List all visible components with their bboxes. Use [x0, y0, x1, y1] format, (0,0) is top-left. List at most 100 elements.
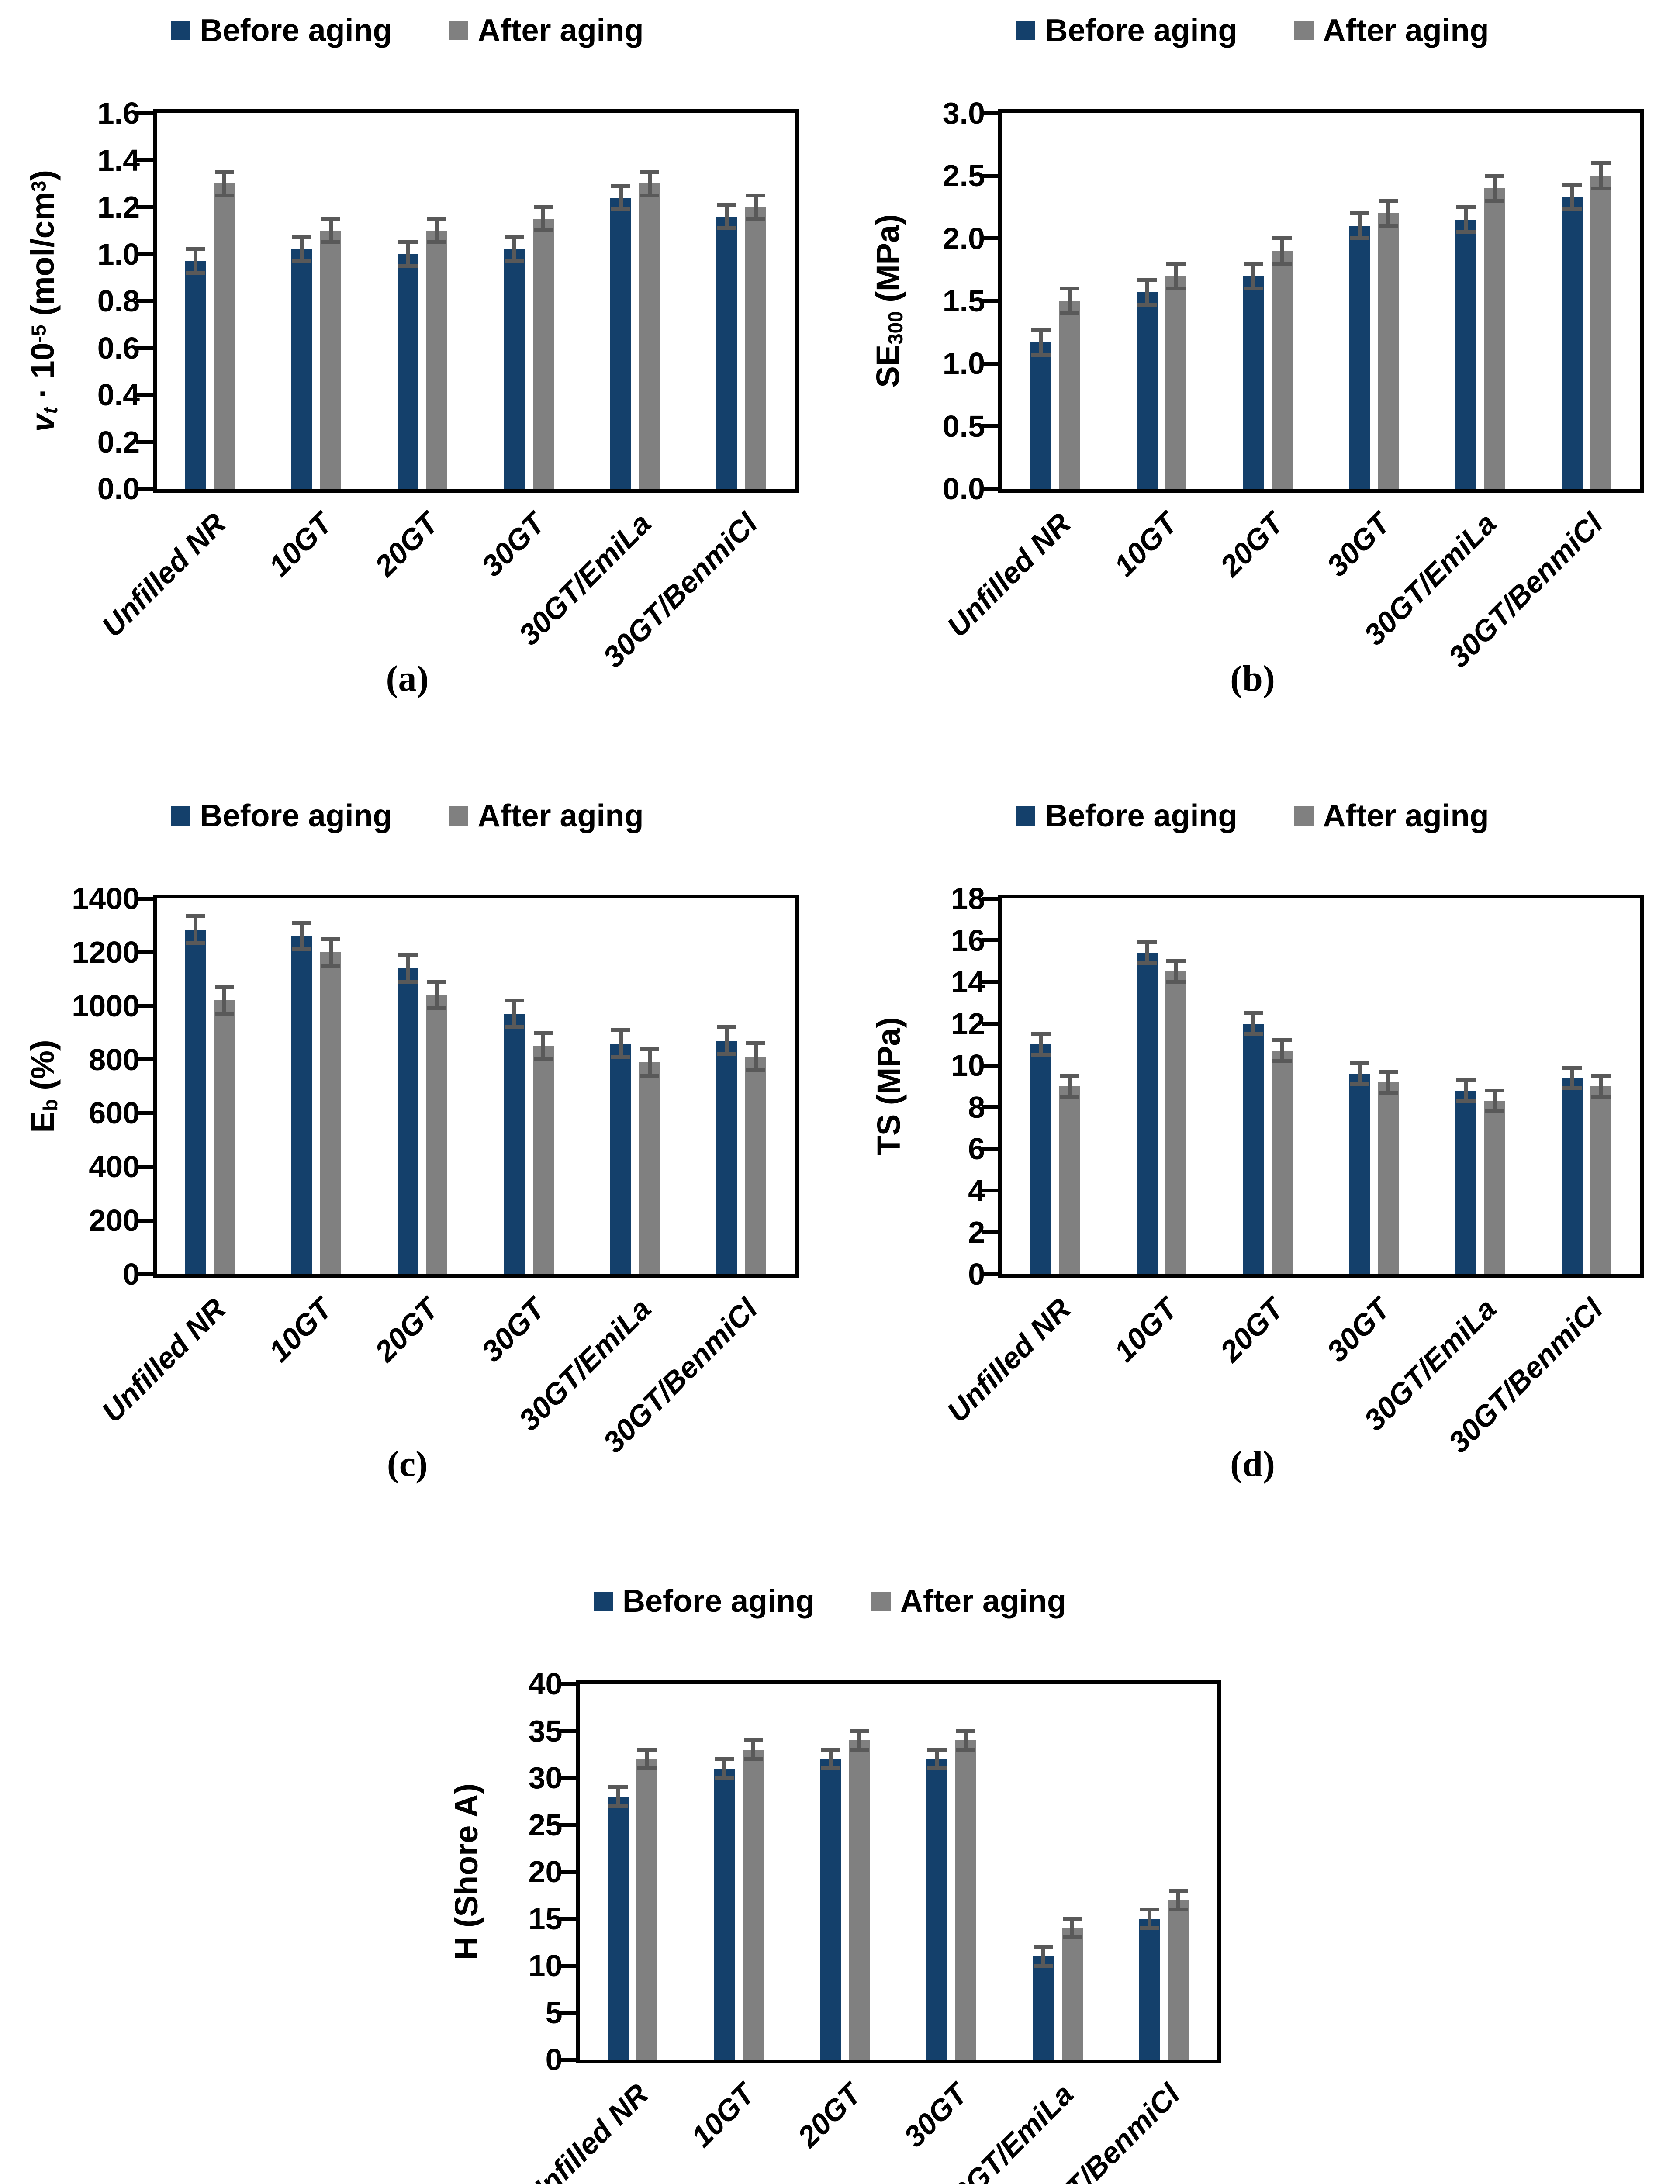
legend-swatch-before-aging-icon — [1016, 806, 1036, 826]
error-bar-cap — [746, 1068, 766, 1072]
error-bar-cap — [321, 964, 340, 968]
y-tick — [136, 896, 153, 901]
error-bar-cap — [398, 263, 418, 268]
bar-before-aging — [185, 261, 206, 489]
y-axis-title: H (Shore A) — [448, 1783, 484, 1960]
error-bar-cap — [186, 247, 205, 252]
error-bar-cap — [640, 193, 659, 197]
error-bar — [1358, 1063, 1362, 1085]
bar-after-aging — [745, 1057, 767, 1274]
x-category-label: Unfilled NR — [95, 507, 232, 644]
error-bar — [1251, 263, 1255, 289]
y-axis-title: SE300 (MPa) — [869, 214, 907, 388]
error-bar-cap — [1456, 230, 1476, 234]
error-bar-cap — [1272, 236, 1292, 241]
error-bar — [1358, 213, 1362, 238]
error-bar-cap — [1272, 261, 1292, 266]
chart-caption: (c) — [15, 1440, 799, 1488]
y-tick — [136, 393, 153, 397]
error-bar — [1041, 1947, 1045, 1966]
plot-row: vt · 10-5 (mol/cm3) 0.0 0.2 0.4 0.6 0.8 1.0 1.… — [15, 98, 799, 504]
legend-label-after-aging: After aging — [900, 1584, 1067, 1619]
error-bar — [619, 186, 623, 210]
caption-text: (d) — [1230, 1443, 1275, 1484]
legend-swatch-after-aging-icon — [1294, 21, 1314, 40]
error-bar-cap — [850, 1748, 869, 1752]
bar-after-aging — [1590, 176, 1612, 489]
y-tick-label: 10 — [528, 1949, 563, 1983]
error-bar — [328, 218, 333, 242]
error-bar-cap — [956, 1748, 976, 1752]
x-axis-labels: Unfilled NR 10GT 20GT 30GT 30GT/EmiLa 30GT/Be… — [941, 493, 1640, 674]
error-bar-cap — [427, 240, 447, 245]
bar-before-aging — [1349, 1074, 1370, 1274]
error-bar-cap — [1350, 236, 1369, 241]
y-tick-label: 20 — [528, 1855, 563, 1889]
y-axis-title: Eb (%) — [24, 1040, 62, 1133]
error-bar-cap — [1137, 961, 1157, 965]
error-bar-cap — [1272, 1059, 1292, 1064]
x-category-label: Unfilled NR — [940, 507, 1078, 644]
error-bar-cap — [1168, 1888, 1188, 1893]
error-bar-cap — [743, 1738, 763, 1742]
error-bar-cap — [1379, 1090, 1398, 1095]
y-tick-label: 40 — [528, 1667, 563, 1701]
legend-item-after-aging: After aging — [1294, 800, 1489, 832]
error-bar-cap — [1166, 980, 1186, 984]
y-tick — [982, 1272, 998, 1276]
error-bar-cap — [1272, 1038, 1292, 1043]
y-tick — [136, 252, 153, 256]
y-tick-label: 30 — [528, 1761, 563, 1795]
error-bar — [1464, 207, 1468, 232]
y-tick-label: 25 — [528, 1807, 563, 1842]
error-bar-cap — [850, 1729, 869, 1733]
x-axis-labels: Unfilled NR 10GT 20GT 30GT 30GT/EmiLa 30GT/Be… — [941, 1278, 1640, 1459]
error-bar-cap — [321, 936, 340, 941]
chart-b: Before aging After aging SE300 (MPa) 0.0… — [861, 11, 1645, 702]
bar-before-aging — [1030, 1044, 1051, 1274]
bar-after-aging — [1484, 1101, 1505, 1274]
y-tick — [559, 2057, 576, 2062]
bar-before-aging — [1455, 219, 1476, 489]
error-bar-cap — [1591, 1074, 1611, 1078]
y-tick-label: 0.0 — [97, 472, 140, 506]
caption-text: (c) — [387, 1443, 428, 1484]
legend-item-after-aging: After aging — [449, 15, 644, 46]
plot-area — [982, 895, 1644, 1278]
x-category-label: 10GT — [1107, 507, 1184, 583]
y-tick — [136, 299, 153, 303]
legend-label-before-aging: Before aging — [622, 1584, 815, 1619]
legend-item-before-aging: Before aging — [171, 15, 392, 46]
chart-a: Before aging After aging vt · 10-5 (mol/… — [15, 11, 799, 702]
error-bar-cap — [533, 1030, 553, 1035]
y-tick — [136, 1218, 153, 1223]
error-bar-cap — [186, 271, 205, 275]
legend-swatch-before-aging-icon — [593, 1592, 613, 1611]
x-category-label: 20GT — [369, 507, 445, 583]
error-bar — [1280, 1040, 1284, 1061]
y-tick — [559, 1870, 576, 1874]
error-bar-cap — [1591, 186, 1611, 190]
bar-before-aging — [716, 216, 738, 489]
y-tick-label: 2.5 — [942, 159, 985, 193]
bar-before-aging — [1137, 953, 1158, 1274]
error-bar-cap — [1034, 1963, 1053, 1968]
error-bar — [222, 172, 227, 196]
y-axis-tick-labels: 0 5 10 15 20 25 30 35 40 — [495, 1669, 576, 2075]
caption-text: (a) — [386, 658, 429, 699]
error-bar-cap — [1166, 261, 1186, 266]
bar-before-aging — [1562, 197, 1583, 489]
error-bar — [1068, 1076, 1072, 1097]
y-tick-label: 3.0 — [942, 96, 985, 130]
error-bar-cap — [505, 998, 524, 1002]
error-bar-cap — [821, 1766, 840, 1770]
y-tick-label: 0.4 — [97, 378, 140, 412]
error-bar — [541, 1033, 546, 1060]
y-tick-label: 0.6 — [97, 331, 140, 365]
bar-after-aging — [1272, 1051, 1293, 1274]
y-tick — [136, 346, 153, 350]
y-tick-label: 200 — [89, 1203, 140, 1238]
error-bar-cap — [398, 953, 418, 957]
chart-caption: (b) — [861, 654, 1645, 702]
error-bar-cap — [743, 1757, 763, 1761]
